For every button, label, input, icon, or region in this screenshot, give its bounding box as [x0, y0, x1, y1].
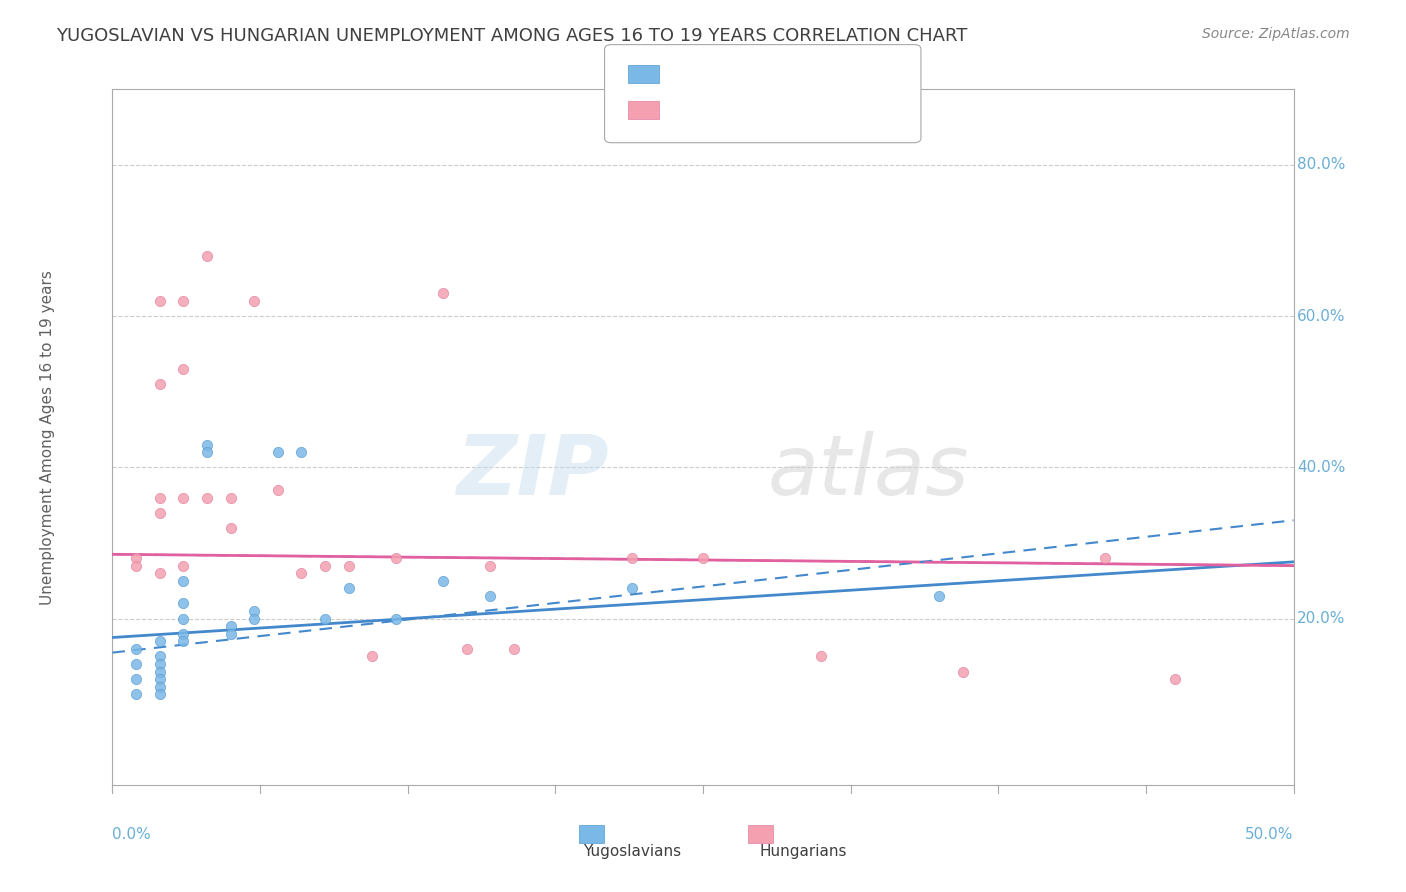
Point [219, 521, 242, 535]
Point [219, 626, 242, 640]
Point [125, 687, 148, 701]
Text: Hungarians: Hungarians [759, 844, 848, 859]
Text: 40.0%: 40.0% [1298, 460, 1346, 475]
Point [125, 657, 148, 671]
Point [810, 649, 832, 664]
Point [337, 582, 360, 596]
Point [172, 626, 194, 640]
Point [1094, 551, 1116, 566]
Point [243, 611, 266, 625]
Point [172, 362, 194, 376]
Text: Unemployment Among Ages 16 to 19 years: Unemployment Among Ages 16 to 19 years [39, 269, 55, 605]
Text: Yugoslavians: Yugoslavians [583, 844, 681, 859]
Point [125, 558, 148, 573]
Point [149, 665, 172, 679]
Point [337, 558, 360, 573]
Point [385, 551, 408, 566]
Point [149, 680, 172, 694]
Point [243, 604, 266, 618]
Text: YUGOSLAVIAN VS HUNGARIAN UNEMPLOYMENT AMONG AGES 16 TO 19 YEARS CORRELATION CHAR: YUGOSLAVIAN VS HUNGARIAN UNEMPLOYMENT AM… [56, 27, 967, 45]
Point [314, 558, 336, 573]
Text: ZIP: ZIP [456, 432, 609, 512]
Point [172, 611, 194, 625]
Point [243, 293, 266, 308]
Text: R =  0.117   N = 31: R = 0.117 N = 31 [668, 66, 817, 80]
Point [1164, 672, 1187, 686]
Point [149, 566, 172, 581]
Point [503, 641, 526, 656]
Point [149, 687, 172, 701]
Point [149, 293, 172, 308]
Text: R = 0.004   N = 32: R = 0.004 N = 32 [668, 102, 813, 116]
Point [195, 491, 218, 505]
Point [149, 649, 172, 664]
Point [149, 672, 172, 686]
Point [125, 641, 148, 656]
Point [195, 437, 218, 451]
Point [479, 589, 502, 603]
Point [195, 249, 218, 263]
Point [172, 558, 194, 573]
Point [149, 657, 172, 671]
Point [621, 582, 644, 596]
Point [432, 286, 454, 301]
Point [172, 293, 194, 308]
Text: 60.0%: 60.0% [1298, 309, 1346, 324]
Point [267, 483, 290, 497]
Point [692, 551, 714, 566]
Point [125, 672, 148, 686]
Point [219, 619, 242, 633]
Text: atlas: atlas [768, 432, 969, 512]
Point [149, 377, 172, 392]
Point [172, 574, 194, 588]
Point [172, 597, 194, 611]
Text: 0.0%: 0.0% [112, 827, 152, 842]
Point [432, 574, 454, 588]
Point [952, 665, 974, 679]
Text: 80.0%: 80.0% [1298, 157, 1346, 172]
Point [149, 491, 172, 505]
Point [149, 634, 172, 648]
Point [172, 491, 194, 505]
Point [361, 649, 384, 664]
Point [290, 566, 312, 581]
Point [314, 611, 336, 625]
Point [125, 551, 148, 566]
Point [172, 634, 194, 648]
Point [928, 589, 950, 603]
Point [385, 611, 408, 625]
Point [479, 558, 502, 573]
Point [195, 445, 218, 459]
Text: 50.0%: 50.0% [1246, 827, 1294, 842]
Text: 20.0%: 20.0% [1298, 611, 1346, 626]
Point [456, 641, 478, 656]
Point [149, 506, 172, 520]
Point [219, 491, 242, 505]
Point [267, 445, 290, 459]
Text: Source: ZipAtlas.com: Source: ZipAtlas.com [1202, 27, 1350, 41]
Point [290, 445, 312, 459]
Point [621, 551, 644, 566]
